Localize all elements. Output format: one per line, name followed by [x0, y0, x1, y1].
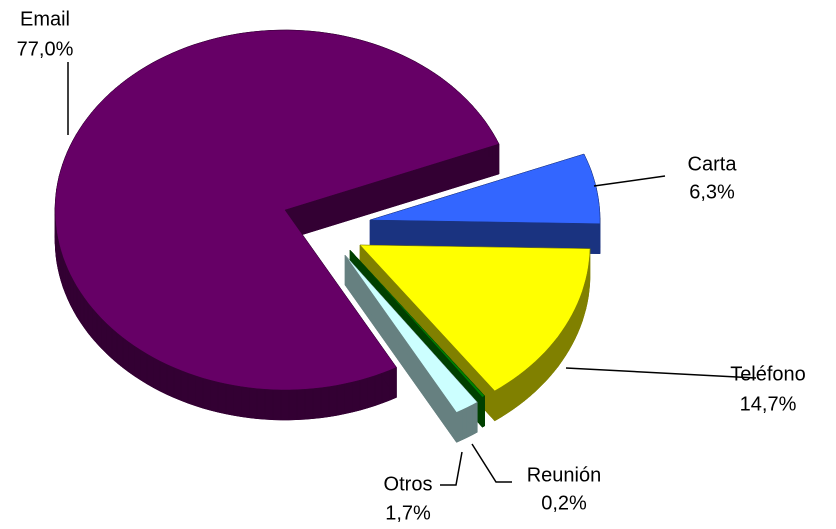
slice-label: Reunión — [527, 464, 602, 486]
slice-value-label: 6,3% — [689, 181, 735, 203]
slice — [349, 249, 486, 398]
slice-value-label: 0,2% — [541, 492, 587, 514]
slice — [344, 254, 478, 413]
leader-line — [440, 451, 463, 486]
slice-label: Carta — [688, 153, 738, 175]
leader-line — [593, 175, 666, 187]
slice — [369, 153, 601, 224]
leader-line — [471, 443, 512, 483]
slice-label: Otros — [384, 473, 433, 495]
slice-value-label: 1,7% — [385, 502, 431, 524]
slice — [359, 244, 591, 392]
leader-line — [565, 367, 757, 379]
slice-value-label: 14,7% — [740, 393, 797, 415]
slice-label: Teléfono — [730, 363, 806, 385]
slice — [54, 29, 500, 391]
slice-value-label: 77,0% — [17, 38, 74, 60]
slice-label: Email — [20, 8, 70, 30]
